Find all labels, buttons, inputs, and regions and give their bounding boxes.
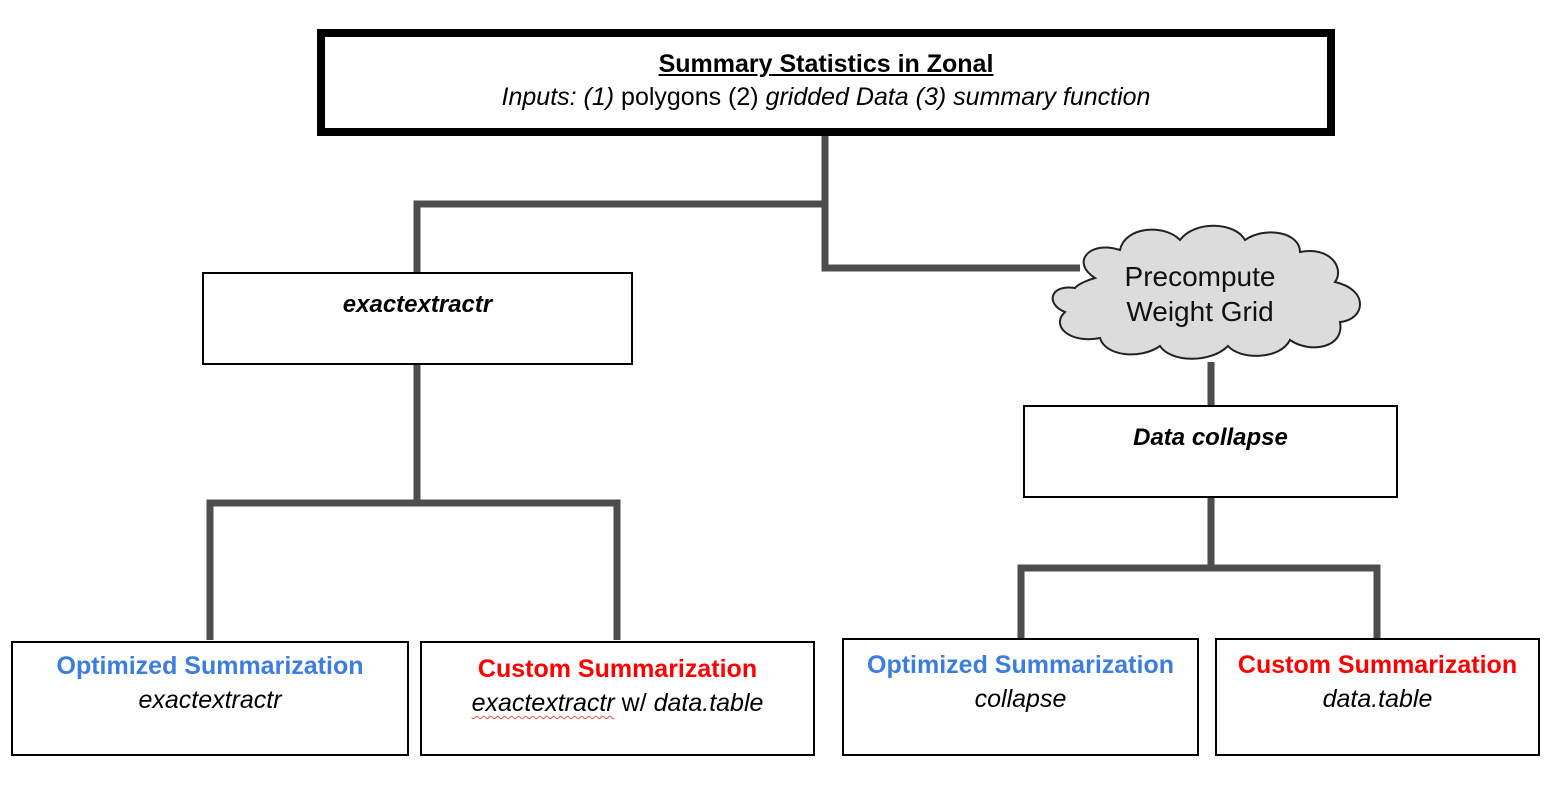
left-optimized-title: Optimized Summarization — [56, 652, 364, 680]
right-optimized-desc: collapse — [974, 685, 1067, 713]
right-custom-title: Custom Summarization — [1237, 651, 1518, 679]
left-optimized-node: Optimized Summarization exactextractr — [11, 641, 409, 756]
right-optimized-node: Optimized Summarization collapse — [842, 638, 1199, 756]
precompute-cloud-shape — [1051, 224, 1361, 360]
connector-right-split — [1017, 564, 1381, 638]
connector-root-cloud — [821, 204, 1080, 272]
root-title: Summary Statistics in Zonal — [658, 50, 994, 78]
left-custom-node: Custom Summarization exactextractr w/ da… — [420, 641, 815, 756]
root-node: Summary Statistics in Zonal Inputs: (1) … — [317, 29, 1335, 136]
right-custom-desc: data.table — [1322, 685, 1433, 713]
left-custom-desc: exactextractr w/ data.table — [471, 689, 764, 717]
connector-root-left — [413, 131, 829, 272]
data-collapse-label: Data collapse — [1133, 424, 1288, 451]
exactextractr-label: exactextractr — [342, 291, 493, 318]
connector-left-split — [206, 499, 621, 640]
data-collapse-node: Data collapse — [1023, 405, 1398, 498]
root-inputs: Inputs: (1) polygons (2) gridded Data (3… — [501, 83, 1151, 111]
left-optimized-desc: exactextractr — [138, 686, 282, 714]
exactextractr-node: exactextractr — [202, 272, 633, 365]
precompute-cloud-label: Precompute Weight Grid — [1124, 261, 1276, 327]
right-optimized-title: Optimized Summarization — [867, 651, 1174, 679]
right-custom-node: Custom Summarization data.table — [1215, 638, 1540, 756]
left-custom-title: Custom Summarization — [477, 655, 758, 683]
